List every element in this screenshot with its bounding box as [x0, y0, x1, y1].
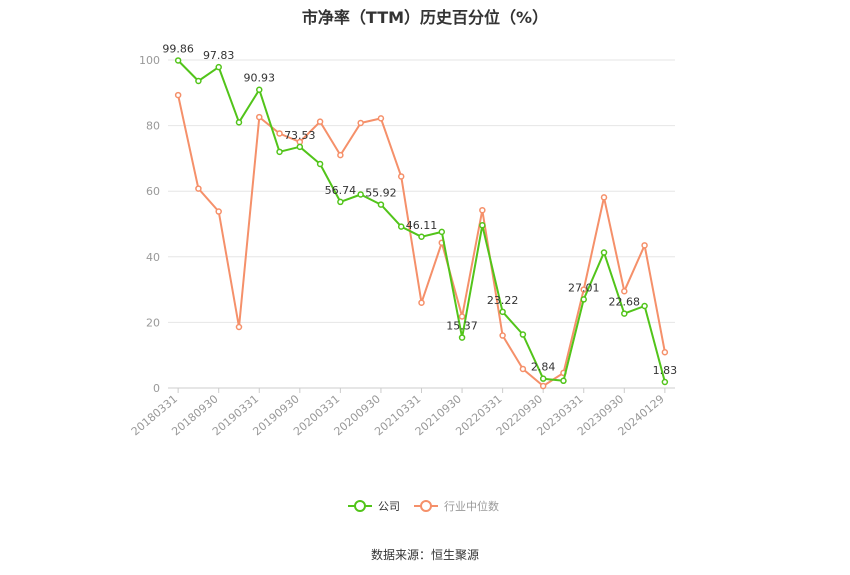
- company-point[interactable]: [296, 143, 304, 151]
- data-label: 73.53: [284, 129, 316, 142]
- industry-median-point[interactable]: [235, 323, 243, 331]
- industry-median-point[interactable]: [580, 286, 587, 293]
- industry-median-point[interactable]: [215, 208, 222, 215]
- data-label: 97.83: [203, 49, 235, 62]
- company-point[interactable]: [316, 160, 324, 168]
- industry-median-point[interactable]: [276, 130, 283, 137]
- company-point[interactable]: [235, 119, 243, 126]
- legend-swatch-marker: [420, 500, 432, 512]
- legend-item-industry-median[interactable]: 行业中位数: [414, 499, 499, 513]
- data-label: 2.84: [531, 361, 556, 374]
- y-tick-label: 40: [146, 251, 160, 264]
- data-label: 56.74: [325, 184, 357, 197]
- company-point[interactable]: [661, 378, 669, 386]
- company-point[interactable]: [174, 57, 182, 64]
- industry-median-point[interactable]: [377, 115, 385, 122]
- company-point[interactable]: [479, 222, 486, 229]
- legend-label: 公司: [378, 500, 400, 513]
- industry-median-point[interactable]: [337, 151, 344, 159]
- y-tick-label: 60: [146, 185, 160, 198]
- y-tick-label: 80: [146, 120, 160, 133]
- industry-median-point[interactable]: [600, 194, 608, 201]
- industry-median-point[interactable]: [458, 313, 466, 320]
- chart-title: 市净率（TTM）历史百分位（%）: [301, 8, 549, 27]
- industry-median-point[interactable]: [174, 91, 182, 99]
- data-label: 22.68: [609, 296, 641, 309]
- data-label: 27.01: [568, 281, 600, 294]
- company-point[interactable]: [357, 191, 364, 198]
- industry-median-point[interactable]: [357, 119, 364, 127]
- industry-median-point[interactable]: [661, 348, 669, 356]
- y-tick-label: 20: [146, 316, 160, 329]
- y-tick-label: 0: [153, 382, 160, 395]
- company-point[interactable]: [276, 148, 283, 156]
- industry-median-line: [177, 94, 666, 387]
- data-label: 90.93: [244, 72, 276, 85]
- industry-median-point[interactable]: [519, 365, 527, 373]
- data-labels: 99.86 97.83 90.93 73.53 56.74 55.92 46.11 15.37…: [162, 42, 677, 377]
- company-point[interactable]: [438, 228, 446, 236]
- company-point[interactable]: [641, 302, 648, 310]
- legend-item-company[interactable]: 公司: [348, 500, 400, 513]
- company-point[interactable]: [560, 377, 567, 385]
- industry-median-point[interactable]: [621, 287, 628, 295]
- company-point[interactable]: [580, 296, 587, 303]
- company-point[interactable]: [499, 308, 506, 316]
- data-label: 15.37: [446, 320, 478, 333]
- grid-lines: [168, 59, 675, 323]
- data-label: 46.11: [406, 219, 438, 232]
- industry-median-point[interactable]: [539, 382, 547, 390]
- data-label: 23.22: [487, 294, 519, 307]
- legend-label: 行业中位数: [444, 499, 499, 513]
- data-label: 1.83: [653, 364, 678, 377]
- industry-median-point[interactable]: [499, 332, 506, 339]
- industry-median-point[interactable]: [479, 206, 486, 214]
- data-label: 99.86: [162, 42, 194, 55]
- legend[interactable]: 公司 行业中位数: [348, 499, 499, 513]
- industry-median-point[interactable]: [418, 299, 425, 306]
- company-point[interactable]: [377, 201, 385, 208]
- company-point[interactable]: [256, 86, 263, 93]
- company-point[interactable]: [600, 249, 608, 256]
- industry-median-point[interactable]: [316, 118, 324, 125]
- company-point[interactable]: [195, 77, 202, 85]
- industry-median-point[interactable]: [195, 185, 202, 192]
- company-point[interactable]: [397, 223, 405, 230]
- series: [174, 57, 669, 390]
- industry-median-point[interactable]: [641, 242, 648, 249]
- company-point[interactable]: [621, 310, 628, 317]
- industry-median-point[interactable]: [256, 113, 263, 121]
- y-tick-label: 100: [139, 54, 160, 67]
- company-point[interactable]: [337, 198, 344, 206]
- company-point[interactable]: [458, 334, 466, 341]
- company-point[interactable]: [519, 331, 527, 338]
- industry-median-point[interactable]: [397, 173, 405, 180]
- company-point[interactable]: [539, 375, 547, 382]
- company-point[interactable]: [215, 63, 222, 71]
- company-point[interactable]: [418, 233, 425, 241]
- legend-swatch-marker: [354, 500, 366, 512]
- data-label: 55.92: [365, 187, 397, 200]
- data-source-note: 数据来源：恒生聚源: [370, 548, 479, 562]
